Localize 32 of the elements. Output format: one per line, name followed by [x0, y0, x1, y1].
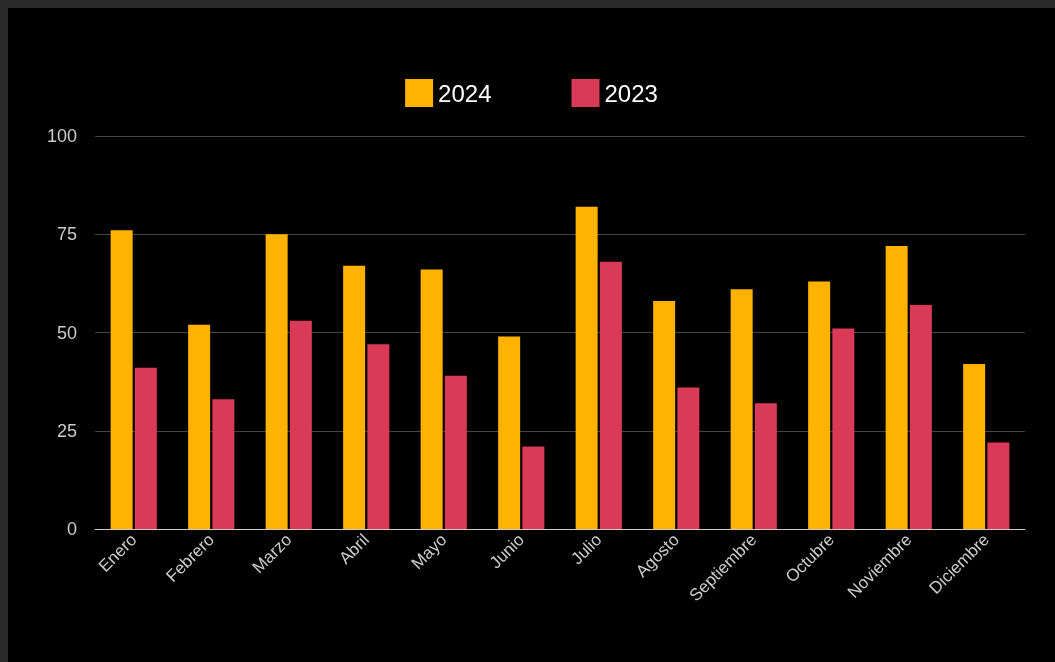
bar — [885, 246, 908, 529]
bar — [212, 399, 235, 529]
y-tick-label: 0 — [66, 519, 77, 539]
bar — [575, 206, 598, 529]
bar — [498, 336, 521, 529]
legend-label: 2024 — [438, 79, 492, 107]
bar — [110, 230, 133, 529]
bar — [754, 403, 777, 529]
bar — [963, 363, 986, 529]
bar — [599, 261, 622, 529]
bar — [367, 344, 390, 529]
bar — [343, 265, 366, 529]
x-tick-label: Julio — [567, 530, 606, 569]
bar — [730, 289, 753, 529]
bar — [134, 367, 157, 529]
bar — [677, 387, 700, 529]
bar — [653, 301, 676, 529]
bar — [832, 328, 855, 529]
bar — [522, 446, 545, 529]
y-tick-label: 50 — [56, 322, 77, 343]
bar — [188, 324, 211, 529]
bar — [808, 281, 831, 529]
y-tick-label: 25 — [56, 420, 77, 441]
y-tick-label: 75 — [56, 224, 77, 245]
bar — [909, 304, 932, 529]
bar — [444, 375, 467, 529]
bar — [987, 442, 1010, 529]
bar — [289, 320, 312, 529]
bar — [265, 234, 288, 529]
bar — [420, 269, 443, 529]
y-tick-label: 100 — [46, 126, 77, 146]
legend-label: 2023 — [604, 79, 658, 107]
